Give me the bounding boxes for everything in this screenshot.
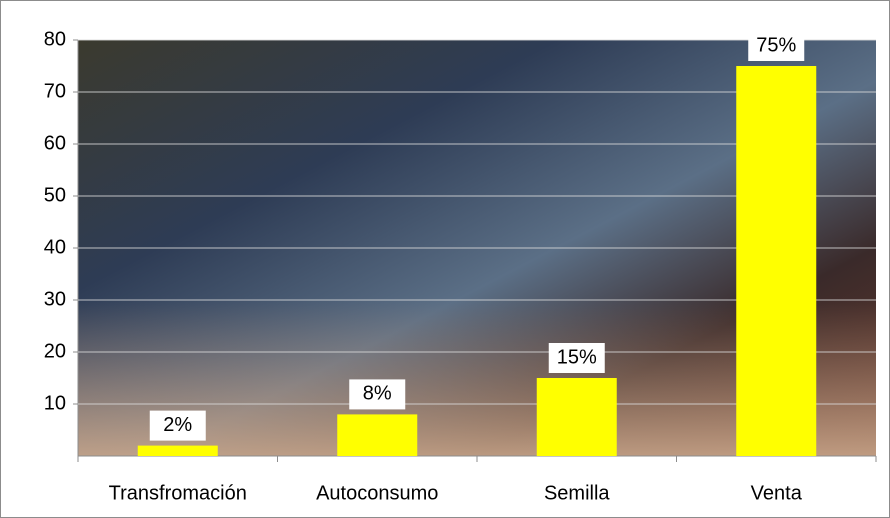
x-tick-label: Venta: [751, 482, 803, 504]
value-label: 2%: [163, 414, 192, 436]
chart: 10 20 30 40 50 60 70 80 Transfromación 2% Autocons…: [0, 0, 890, 518]
x-tick-label: Autoconsumo: [316, 482, 438, 504]
value-label: 8%: [363, 383, 392, 405]
value-label: 15%: [557, 346, 597, 368]
bar: [337, 414, 417, 456]
y-tick-label: 40: [44, 236, 66, 258]
x-tick-label: Transfromación: [109, 482, 247, 504]
y-tick-label: 30: [44, 288, 66, 310]
y-tick-label: 50: [44, 184, 66, 206]
y-tick-label: 10: [44, 392, 66, 414]
value-label: 75%: [756, 34, 796, 56]
y-tick-label: 60: [44, 132, 66, 154]
bar: [537, 378, 617, 456]
bar: [138, 446, 218, 456]
y-tick-label: 70: [44, 80, 66, 102]
x-tick-label: Semilla: [544, 482, 610, 504]
y-tick-label: 80: [44, 28, 66, 50]
y-tick-label: 20: [44, 340, 66, 362]
bar: [736, 66, 816, 456]
